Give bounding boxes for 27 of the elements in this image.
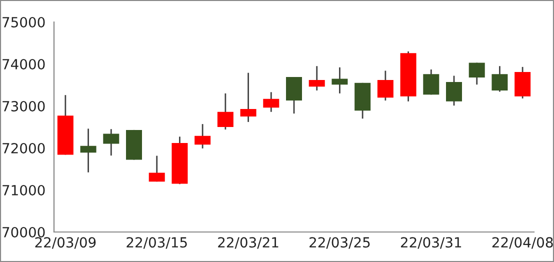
y-tick-label: 74000 xyxy=(2,58,45,70)
y-tick-label: 73000 xyxy=(2,100,45,112)
candlestick xyxy=(240,72,256,123)
candlestick xyxy=(148,155,165,182)
candlestick xyxy=(103,128,120,156)
y-tick-label: 75000 xyxy=(2,16,45,28)
candlestick xyxy=(308,65,325,92)
x-tick-label: 22/03/25 xyxy=(310,237,370,249)
x-tick-label: 22/03/21 xyxy=(218,237,278,249)
candlestick xyxy=(468,62,485,86)
candlestick xyxy=(377,70,394,102)
candlestick xyxy=(194,123,211,150)
candlestick xyxy=(217,92,234,130)
y-tick-label: 70000 xyxy=(2,226,45,238)
y-tick-label: 72000 xyxy=(2,142,45,154)
y-tick-label: 71000 xyxy=(2,184,45,196)
x-tick-label: 22/03/09 xyxy=(35,237,96,249)
x-tick-label: 22/03/31 xyxy=(400,237,462,249)
candlestick xyxy=(332,66,348,94)
candlestick xyxy=(492,65,508,92)
candlestick xyxy=(446,75,462,106)
candlestick xyxy=(423,68,440,96)
x-tick-label: 22/04/08 xyxy=(492,237,553,249)
candlestick xyxy=(80,128,96,174)
candlestick xyxy=(263,91,280,113)
x-tick-label: 22/03/15 xyxy=(126,237,187,249)
candlestick xyxy=(286,76,302,114)
